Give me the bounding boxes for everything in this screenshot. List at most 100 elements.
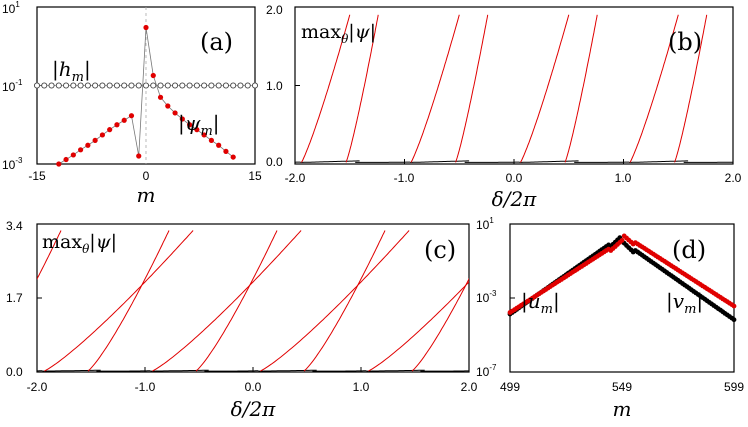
panel-a: (a) 101 10-1 10-3 -15 0 15 m |hm| |ψm| (2, 0, 262, 207)
panel-d-xtick-left: 499 (500, 380, 520, 394)
panel-c-ytick-bottom: 0.0 (6, 365, 23, 379)
panel-d-ytick-mid: 10-3 (476, 289, 497, 305)
panel-c-stable-floor-2 (258, 369, 317, 372)
panel-a-psi-point (63, 156, 69, 163)
panel-c-xlabel: δ/2π (231, 397, 277, 421)
panel-a-psi-point (143, 24, 149, 31)
panel-a-hm-point (113, 82, 120, 89)
panel-a-hm-point (142, 82, 150, 89)
panel-d-xtick-mid: 549 (612, 380, 632, 394)
panel-b-ytick-top: 2.0 (266, 3, 283, 17)
panel-d-plot-area (507, 223, 737, 373)
panel-a-hm-point (63, 82, 70, 89)
panel-c-label: (c) (424, 236, 456, 264)
panel-d-series-point-0 (731, 317, 737, 323)
panel-a-psi-point (56, 161, 62, 167)
panel-b-stable-floor-1 (410, 160, 470, 163)
panel-c-xtick-4: 2.0 (461, 380, 478, 394)
panel-a-psi-point (99, 132, 105, 138)
panel-a-hm-point (215, 82, 222, 89)
panel-a-hm-point (41, 82, 48, 89)
panel-b-xtick-0: -2.0 (285, 171, 306, 185)
panel-a-psi-point (85, 142, 91, 148)
panel-a-ytick-mid: 10-1 (2, 78, 23, 94)
panel-a-hm-point (179, 82, 186, 89)
panel-d-annot-u: |um| (521, 289, 560, 317)
panel-b-unstable-outer-3 (629, 14, 679, 163)
panel-a-psi-point (194, 127, 200, 133)
panel-b-xtick-2: 0.0 (506, 171, 523, 185)
panel-a-psi-point (172, 110, 178, 116)
panel-a-hm-point (135, 82, 142, 89)
panel-a-hm-point (70, 82, 77, 89)
panel-a-hm-point (201, 82, 208, 89)
panel-a-hm-point (251, 82, 259, 89)
panel-b-stable-floor-4 (739, 161, 748, 163)
panel-c-branches (37, 230, 469, 372)
panel-b-label: (b) (668, 28, 702, 56)
panel-c-unstable-outer-3 (368, 281, 469, 372)
panel-b-unstable-inner-4 (674, 14, 708, 163)
panel-d-ytick-top: 101 (476, 216, 494, 232)
panel-a-hm-point (157, 82, 164, 89)
panel-b-stable-floor-3 (629, 160, 689, 163)
panel-b-annotation: maxθ|ψ| (301, 21, 376, 46)
panel-b-unstable-inner-3 (564, 14, 598, 163)
panel-a-plot-area (33, 6, 259, 167)
panel-b-xlabel: δ/2π (492, 187, 538, 211)
panel-a-psi-point (208, 137, 214, 143)
panel-a-hm-point (230, 82, 237, 89)
panel-a-hm-point (150, 82, 157, 89)
panel-a-xlabel: m (137, 183, 156, 207)
panel-a-annot-psi: |ψm| (178, 111, 220, 139)
panel-c-ytick-mid: 1.7 (6, 291, 23, 305)
panel-b-stable-floor-2 (519, 160, 579, 163)
panel-a-hm-point (186, 82, 193, 89)
panel-b-ytick-mid: 1.0 (266, 79, 283, 93)
panel-a-ytick-bottom: 10-3 (2, 156, 23, 172)
panel-b-plot-area (237, 6, 748, 165)
panel-b-branches (237, 14, 748, 163)
panel-a-hm-point (121, 82, 128, 89)
panel-a-hm-point (106, 82, 113, 89)
panel-a-xtick-mid: 0 (143, 169, 150, 183)
panel-a-psi-point (136, 153, 142, 159)
panel-c-annotation: maxθ|ψ| (42, 231, 117, 256)
panel-a-psi-point (114, 122, 120, 128)
panel-c-unstable-inner-1 (87, 230, 170, 372)
panel-c-unstable-outer-0 (44, 230, 194, 372)
panel-b-unstable-inner-0 (237, 15, 269, 163)
panel-a-psi-point (165, 103, 171, 109)
panel-a-psi-point (201, 132, 207, 138)
panel-a-hm-point (193, 82, 200, 89)
panel-c-xtick-3: 1.0 (353, 380, 370, 394)
panel-d-xlabel: m (613, 397, 632, 421)
panel-a-hm-point (33, 82, 41, 89)
panel-c-ytick-top: 3.4 (6, 219, 23, 233)
panel-d-series-point-1 (731, 303, 737, 309)
panel-b: (b) maxθ|ψ| 2.0 1.0 0.0 -2.0 -1.0 0.0 1.… (237, 3, 748, 211)
panel-b-xtick-4: 2.0 (725, 171, 742, 185)
panel-d-ytick-bottom: 10-7 (476, 363, 497, 379)
panel-a-psi-point (216, 142, 222, 148)
panel-a-hm-point (77, 82, 84, 89)
panel-a-hm-point (164, 82, 171, 89)
panel-a-psi-point (128, 113, 135, 119)
panel-c-plot-area (36, 223, 470, 373)
panel-d-series-point-1 (619, 238, 625, 243)
panel-a-hm-point (92, 82, 99, 89)
panel-c-unstable-inner-2 (195, 230, 278, 372)
panel-a-psi-point (78, 147, 84, 153)
panel-a-hm-point (84, 82, 91, 89)
panel-d-annot-v: |vm| (666, 289, 703, 317)
panel-a-hm-point (99, 82, 106, 89)
panel-a-label: (a) (200, 28, 233, 56)
panel-a-psi-point (230, 154, 236, 160)
panel-a-psi-point (179, 116, 185, 122)
panel-a-hm-point (55, 82, 62, 89)
panel-a-psi-point (150, 72, 156, 79)
panel-a-annot-h: |hm| (52, 57, 91, 85)
panel-b-unstable-outer-2 (520, 14, 570, 163)
panel-b-unstable-inner-2 (455, 14, 489, 163)
panel-a-hm-point (128, 82, 135, 89)
